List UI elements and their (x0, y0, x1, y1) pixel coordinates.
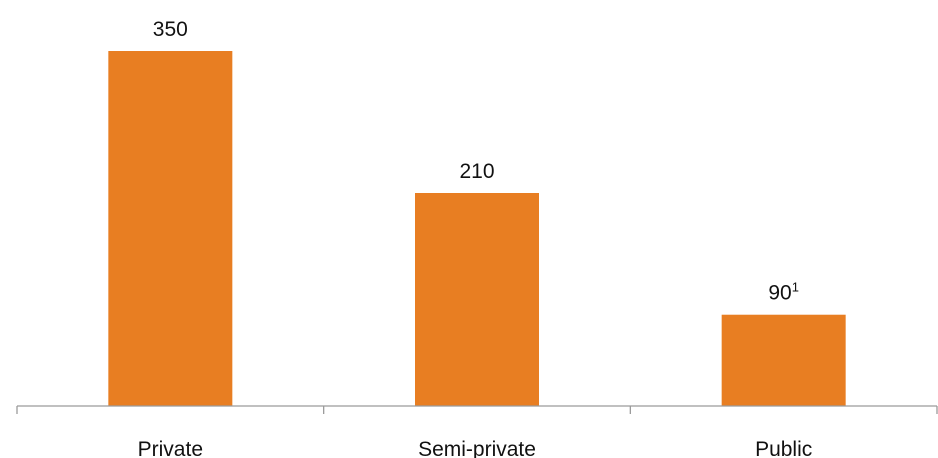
data-label: 210 (459, 160, 494, 183)
category-label: Public (755, 438, 812, 458)
footnote-marker: 1 (792, 280, 799, 295)
data-label: 350 (153, 18, 188, 41)
category-label: Semi-private (418, 438, 536, 458)
bar-semi-private (415, 193, 539, 406)
category-label: Private (138, 438, 203, 458)
data-labels-layer: 350 210 901 (153, 18, 799, 305)
data-label: 901 (768, 280, 799, 305)
category-labels-layer: Private Semi-private Public (138, 438, 813, 458)
bar-public (721, 314, 846, 406)
x-axis (16, 405, 938, 414)
bars-layer (108, 51, 846, 406)
bar-private (108, 51, 233, 406)
